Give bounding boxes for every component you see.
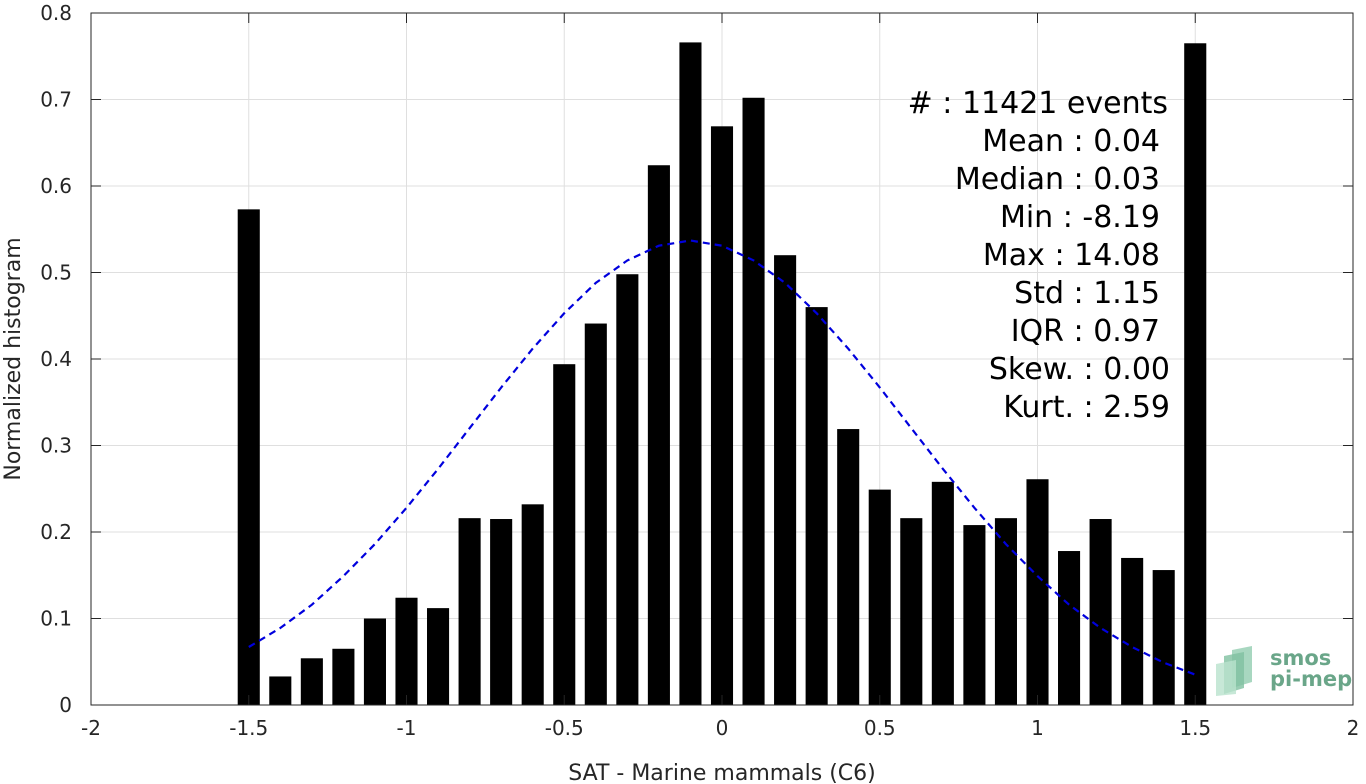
histogram-bar (300, 658, 323, 705)
y-tick-labels: 0 0.1 0.2 0.3 0.4 0.5 0.6 0.7 0.8 (40, 1, 72, 717)
stat-line: Std : 1.15 (1014, 276, 1160, 311)
smos-pimep-logo: smos pi-mep (1216, 646, 1352, 696)
x-tick-label: -0.5 (545, 716, 584, 740)
stat-line: Min : -8.19 (1000, 200, 1160, 235)
stat-line: Kurt. : 2.59 (1003, 390, 1170, 425)
histogram-bar (679, 42, 702, 706)
x-tick-label: 0 (716, 716, 729, 740)
histogram-bar (900, 518, 923, 705)
histogram-bar (1026, 479, 1049, 705)
histogram-bar (521, 504, 544, 705)
histogram-bar (710, 126, 734, 705)
stat-line: Max : 14.08 (983, 238, 1160, 273)
histogram-bar (332, 648, 355, 705)
histogram-bar (458, 518, 481, 705)
logo-mark-icon (1216, 646, 1252, 696)
histogram-bar (584, 323, 607, 705)
x-tick-label: 1 (1031, 716, 1044, 740)
y-axis-label: Normalized histogram (1, 237, 26, 480)
histogram-bar (868, 489, 891, 705)
y-tick-label: 0 (59, 693, 72, 717)
histogram-bar (1152, 570, 1175, 705)
histogram-bar (931, 481, 954, 705)
y-tick-label: 0.3 (40, 434, 72, 458)
logo-line2: pi-mep (1270, 667, 1352, 691)
x-tick-label: 2 (1347, 716, 1360, 740)
histogram-bar (647, 165, 670, 706)
histogram-bar (1058, 551, 1081, 705)
x-axis-label: SAT - Marine mammals (C6) (568, 761, 876, 784)
y-tick-label: 0.2 (40, 520, 72, 544)
histogram-bar (994, 518, 1017, 705)
normal-fit-curve (248, 239, 1196, 676)
histogram-bar (774, 255, 797, 705)
logo-line1: smos (1270, 646, 1331, 670)
y-tick-label: 0.8 (40, 1, 72, 25)
x-tick-label: 0.5 (864, 716, 896, 740)
histogram-bar (363, 618, 386, 705)
x-tick-label: -1.5 (229, 716, 268, 740)
histogram-bar (742, 97, 765, 705)
histogram-bar (805, 307, 828, 705)
histogram-bar (1184, 43, 1207, 705)
x-tick-label: -1 (397, 716, 417, 740)
y-tick-label: 0.4 (40, 347, 72, 371)
histogram-bar (237, 209, 260, 706)
x-tick-label: -2 (81, 716, 101, 740)
histogram-bar (1089, 519, 1112, 705)
histogram-bar (837, 429, 860, 705)
axes (90, 12, 1354, 706)
stat-line: Mean : 0.04 (982, 124, 1160, 159)
stat-line: # : 11421 events (908, 86, 1168, 121)
histogram-bar (395, 597, 418, 705)
histogram-bar (427, 608, 450, 705)
y-tick-label: 0.7 (40, 88, 72, 112)
y-tick-label: 0.6 (40, 174, 72, 198)
stat-line: Skew. : 0.00 (989, 352, 1170, 387)
histogram-bar (553, 364, 576, 705)
x-tick-labels: -2 -1.5 -1 -0.5 0 0.5 1 1.5 2 (81, 716, 1359, 740)
stat-line: Median : 0.03 (955, 162, 1160, 197)
histogram-bars (237, 42, 1207, 706)
stat-line: IQR : 0.97 (1011, 314, 1160, 349)
histogram-bar (269, 676, 292, 705)
histogram-bar (490, 519, 513, 705)
histogram-bar (963, 525, 986, 705)
histogram-bar (1121, 557, 1144, 705)
histogram-bar (616, 274, 639, 705)
y-tick-label: 0.5 (40, 261, 72, 285)
x-tick-label: 1.5 (1179, 716, 1211, 740)
y-tick-label: 0.1 (40, 607, 72, 631)
